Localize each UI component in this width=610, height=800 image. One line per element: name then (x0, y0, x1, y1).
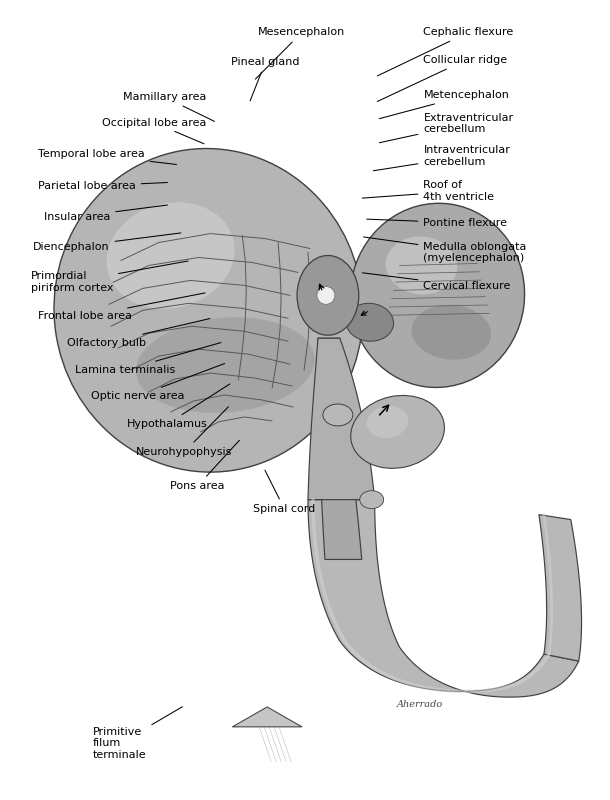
Ellipse shape (386, 237, 458, 294)
Text: Cervical flexure: Cervical flexure (362, 273, 511, 291)
Text: Mamillary area: Mamillary area (123, 92, 215, 122)
Text: Extraventricular
cerebellum: Extraventricular cerebellum (379, 113, 514, 142)
Text: Parietal lobe area: Parietal lobe area (38, 182, 167, 191)
Text: Cephalic flexure: Cephalic flexure (378, 27, 514, 76)
Text: Spinal cord: Spinal cord (253, 470, 315, 514)
Text: Collicular ridge: Collicular ridge (378, 55, 508, 102)
Text: Occipital lobe area: Occipital lobe area (102, 118, 206, 144)
Polygon shape (308, 338, 375, 500)
Text: Frontal lobe area: Frontal lobe area (38, 293, 205, 322)
Text: Temporal lobe area: Temporal lobe area (38, 150, 176, 165)
Text: Medulla oblongata
(myelencephalon): Medulla oblongata (myelencephalon) (364, 237, 527, 263)
Polygon shape (318, 338, 362, 559)
Ellipse shape (360, 490, 384, 509)
Text: Primordial
piriform cortex: Primordial piriform cortex (30, 261, 188, 293)
Ellipse shape (317, 286, 335, 304)
Text: Roof of
4th ventricle: Roof of 4th ventricle (362, 180, 495, 202)
Text: Pontine flexure: Pontine flexure (367, 218, 508, 228)
Ellipse shape (350, 203, 525, 387)
Text: Mesencephalon: Mesencephalon (256, 27, 346, 79)
Ellipse shape (412, 305, 491, 360)
Ellipse shape (351, 395, 445, 468)
Text: Pineal gland: Pineal gland (231, 57, 300, 101)
Text: Intraventricular
cerebellum: Intraventricular cerebellum (373, 146, 511, 170)
Ellipse shape (54, 149, 363, 472)
Text: Lamina terminalis: Lamina terminalis (76, 342, 221, 374)
Ellipse shape (136, 318, 315, 413)
Ellipse shape (346, 303, 393, 342)
Polygon shape (539, 514, 581, 661)
Text: Pons area: Pons area (170, 440, 239, 491)
Text: Neurohypophysis: Neurohypophysis (136, 406, 232, 457)
Polygon shape (308, 500, 579, 697)
Text: Hypothalamus: Hypothalamus (127, 384, 230, 429)
Text: Insular area: Insular area (44, 205, 167, 222)
Text: Optic nerve area: Optic nerve area (92, 363, 224, 401)
Ellipse shape (107, 202, 235, 309)
Text: Primitive
filum
terminale: Primitive filum terminale (93, 706, 182, 760)
Text: Metencephalon: Metencephalon (379, 90, 509, 118)
Polygon shape (232, 707, 302, 727)
Text: Aherrado: Aherrado (396, 700, 443, 709)
Ellipse shape (297, 255, 359, 335)
Text: Olfactory bulb: Olfactory bulb (67, 318, 210, 347)
Ellipse shape (367, 406, 408, 438)
Ellipse shape (323, 404, 353, 426)
Text: Diencephalon: Diencephalon (33, 233, 181, 252)
